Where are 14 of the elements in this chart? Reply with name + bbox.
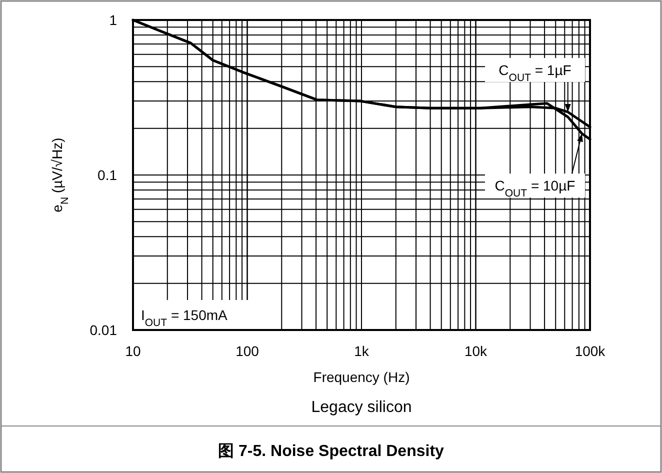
y-tick-label: 0.01	[90, 322, 118, 338]
text: 图 7-5. Noise Spectral Density	[218, 443, 444, 460]
annotation: C$_{OUT}$ = 1µF	[498, 62, 572, 84]
x-tick-label: 10	[125, 343, 141, 359]
x-tick-label: 1k	[354, 343, 370, 359]
x-tick-label: 10k	[464, 343, 488, 359]
x-tick-label: 100	[236, 343, 260, 359]
y-tick-label: 1	[109, 12, 118, 28]
y-tick-label: 0.1	[98, 167, 118, 183]
x-axis-title: Frequency (Hz)	[313, 369, 410, 385]
annotation: I$_{OUT}$ = 150mA	[141, 307, 228, 329]
x-tick-label: 100k	[574, 343, 606, 359]
annotation: C$_{OUT}$ = 10µF	[494, 178, 576, 200]
text: Legacy silicon	[311, 399, 412, 416]
